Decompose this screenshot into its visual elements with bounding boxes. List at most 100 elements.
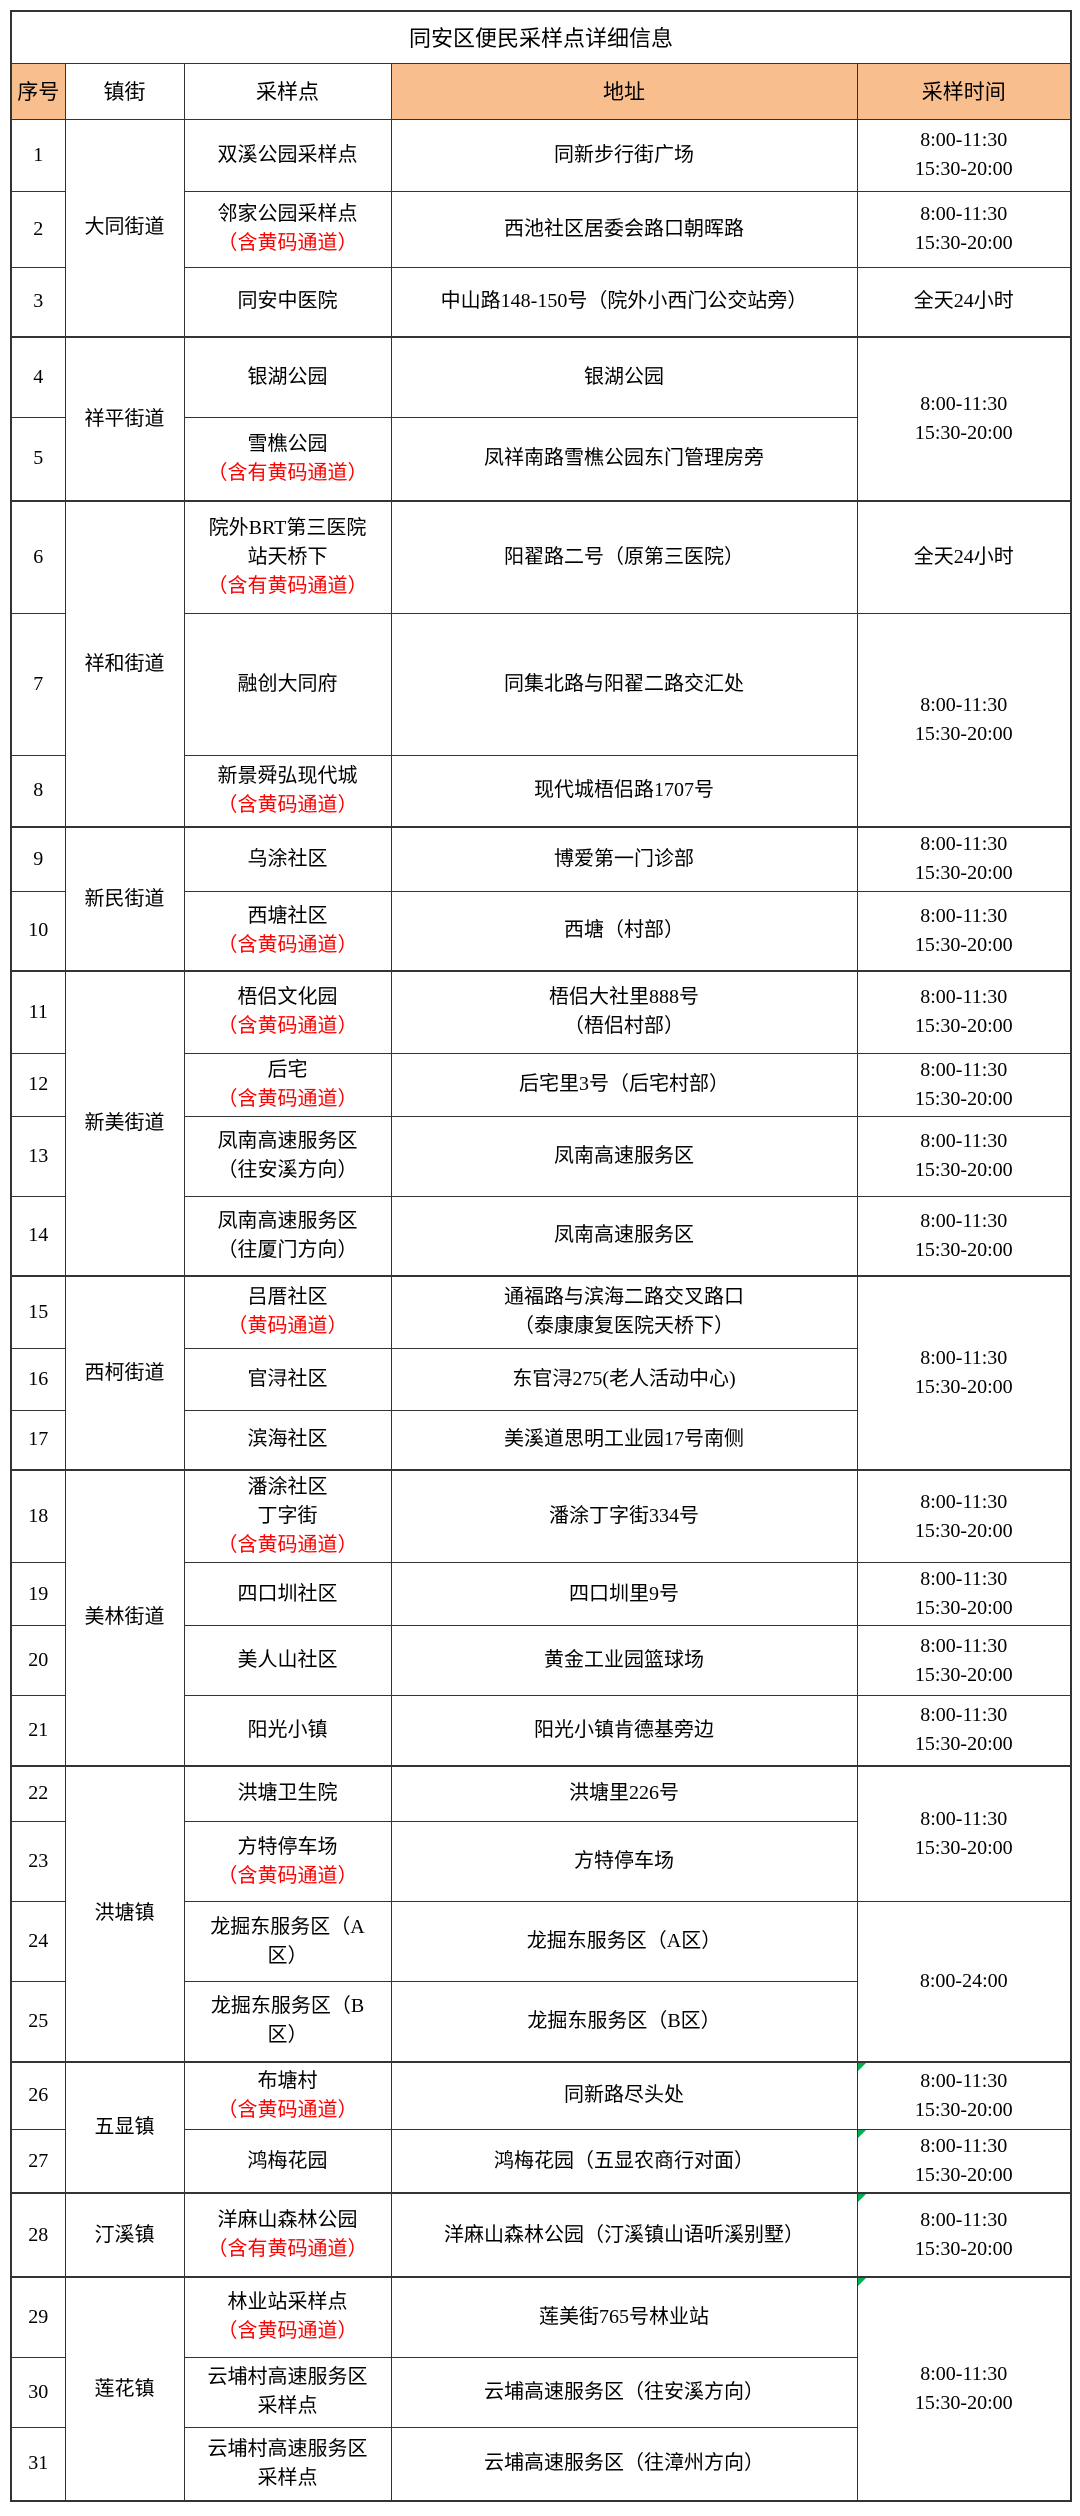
table-row-17: 17 滨海社区 美溪道思明工业园17号南侧: [10, 1409, 1071, 1471]
site-line: 云埔村高速服务区: [207, 2366, 368, 2388]
row-number-cell: 13: [10, 1115, 66, 1197]
address-cell: 银湖公园: [390, 336, 858, 418]
row-number-cell: 11: [10, 970, 66, 1054]
site-cell: 潘涂社区 丁字街 （含黄码通道）: [183, 1469, 392, 1563]
time-cell: 全天24小时: [856, 500, 1072, 614]
row-number-cell: 15: [10, 1275, 66, 1349]
time-cell: 8:00-11:30 15:30-20:00: [856, 1052, 1072, 1117]
site-note: （含黄码通道）: [217, 793, 358, 816]
address-line: 阳翟路二号（原第三医院）: [504, 545, 744, 568]
row-number-cell: 17: [10, 1409, 66, 1471]
site-line: 采样点: [257, 2395, 318, 2417]
row-number-cell: 28: [10, 2192, 66, 2278]
address-line: 云埔高速服务区（往漳州方向）: [484, 2452, 764, 2475]
address-cell: 四口圳里9号: [390, 1562, 858, 1626]
time-line: 15:30-20:00: [914, 1663, 1013, 1686]
site-line: 双溪公园采样点: [217, 143, 358, 166]
address-line: 后宅里3号（后宅村部）: [519, 1073, 729, 1095]
table-row-5: 5 雪樵公园 （含有黄码通道） 凤祥南路雪樵公园东门管理房旁: [10, 416, 1071, 502]
site-note: （含黄码通道）: [217, 1015, 358, 1038]
time-cell: 8:00-11:30 15:30-20:00: [856, 1562, 1072, 1626]
comment-indicator-icon: [858, 2130, 866, 2138]
address-line: 同新步行街广场: [554, 143, 694, 166]
table-row-20: 20 美人山社区 黄金工业园篮球场 8:00-11:30 15:30-20:00: [10, 1625, 1072, 1696]
address-cell: 凤祥南路雪樵公园东门管理房旁: [390, 416, 858, 502]
town-cell: 大同街道: [64, 118, 185, 338]
site-cell: 凤南高速服务区 （往安溪方向）: [183, 1115, 392, 1197]
column-header-no: 序号: [10, 62, 66, 120]
site-line: 阳光小镇: [247, 1718, 328, 1741]
comment-indicator-icon: [858, 2195, 866, 2202]
time-line: 15:30-20:00: [914, 2238, 1013, 2260]
time-line: 8:00-11:30: [920, 986, 1008, 1009]
table-body: 1 大同街道 双溪公园采样点 同新步行街广场 8:00-11:30 15:30-20:00…: [10, 118, 1072, 2502]
address-cell: 同新路尽头处: [390, 2060, 858, 2130]
site-cell: 院外BRT第三医院 站天桥下 （含有黄码通道）: [183, 500, 392, 614]
site-line: 鸿梅花园: [247, 2149, 328, 2172]
time-line: 8:00-11:30: [920, 2135, 1008, 2157]
row-number-cell: 3: [10, 266, 66, 338]
table-row-8: 8 新景舜弘现代城 （含黄码通道） 现代城梧侣路1707号: [10, 754, 1071, 828]
address-line: 洋麻山森林公园（汀溪镇山语听溪别墅）: [444, 2223, 804, 2246]
time-line: 15:30-20:00: [914, 1159, 1013, 1181]
table-head: 同安区便民采样点详细信息 序号 镇街 采样点 地址 采样时间: [10, 10, 1072, 120]
site-cell: 洪塘卫生院: [183, 1764, 392, 1822]
address-cell: 梧侣大社里888号 （梧侣村部）: [390, 970, 858, 1054]
address-cell: 鸿梅花园（五显农商行对面）: [390, 2129, 858, 2194]
address-line: 中山路148-150号（院外小西门公交站旁）: [440, 290, 808, 313]
town-cell: 祥和街道: [64, 500, 185, 828]
site-line: 梧侣文化园: [237, 986, 338, 1009]
time-line: 8:00-11:30: [920, 2209, 1008, 2231]
row-number-cell: 21: [10, 1695, 66, 1766]
column-header-time: 采样时间: [856, 62, 1072, 120]
address-line: 云埔高速服务区（往安溪方向）: [484, 2380, 764, 2403]
column-header-address: 地址: [390, 62, 858, 120]
time-cell: 8:00-11:30 15:30-20:00: [856, 1695, 1072, 1766]
site-line: 龙掘东服务区（A: [210, 1915, 365, 1938]
address-cell: 中山路148-150号（院外小西门公交站旁）: [390, 266, 858, 338]
row-number-cell: 18: [10, 1469, 66, 1563]
address-line: 龙掘东服务区（B区）: [527, 2009, 721, 2032]
site-cell: 龙掘东服务区（B 区）: [183, 1981, 392, 2062]
address-line: 黄金工业园篮球场: [544, 1649, 704, 1671]
time-line: 15:30-20:00: [914, 862, 1013, 885]
time-line: 8:00-11:30: [920, 2069, 1008, 2092]
site-line: 洋麻山森林公园: [217, 2209, 358, 2231]
site-cell: 雪樵公园 （含有黄码通道）: [183, 416, 392, 502]
address-line: 阳光小镇肯德基旁边: [534, 1718, 714, 1741]
address-line: 方特停车场: [574, 1850, 674, 1872]
row-number-cell: 8: [10, 754, 66, 828]
time-cell: 8:00-11:30 15:30-20:00: [856, 2276, 1072, 2502]
time-cell: 8:00-11:30 15:30-20:00: [856, 612, 1072, 828]
time-cell: 8:00-11:30 15:30-20:00: [856, 118, 1072, 192]
time-cell: 8:00-11:30 15:30-20:00: [856, 2060, 1072, 2130]
town-cell: 五显镇: [64, 2060, 185, 2194]
site-note: （黄码通道）: [227, 1315, 348, 1338]
address-cell: 同集北路与阳翟二路交汇处: [390, 612, 858, 756]
site-cell: 阳光小镇: [183, 1695, 392, 1766]
address-cell: 后宅里3号（后宅村部）: [390, 1052, 858, 1117]
time-line: 8:00-11:30: [920, 1130, 1008, 1152]
town-cell: 新美街道: [64, 970, 185, 1277]
address-cell: 洪塘里226号: [390, 1764, 858, 1822]
row-number-cell: 29: [10, 2276, 66, 2358]
site-line: 新景舜弘现代城: [217, 764, 358, 787]
town-cell: 祥平街道: [64, 336, 185, 502]
site-line: 采样点: [257, 2466, 318, 2489]
site-line: 后宅: [267, 1058, 308, 1081]
address-line: 通福路与滨海二路交叉路口: [504, 1286, 744, 1309]
site-line: 站天桥下: [247, 545, 328, 568]
time-cell: 8:00-11:30 15:30-20:00: [856, 1469, 1072, 1563]
site-cell: 融创大同府: [183, 612, 392, 756]
site-cell: 云埔村高速服务区 采样点: [183, 2426, 392, 2502]
table-row-29: 29 莲花镇 林业站采样点 （含黄码通道） 莲美街765号林业站 8:00-11:30 15…: [10, 2276, 1072, 2502]
time-line: 15:30-20:00: [914, 722, 1013, 745]
time-line: 8:00-24:00: [919, 1969, 1008, 1992]
address-line: （泰康康复医院天桥下）: [514, 1315, 734, 1338]
address-line: 同集北路与阳翟二路交汇处: [504, 672, 744, 695]
site-cell: 方特停车场 （含黄码通道）: [183, 1821, 392, 1902]
site-line: 潘涂社区: [247, 1476, 328, 1498]
site-cell: 西塘社区 （含黄码通道）: [183, 890, 392, 972]
site-line: 凤南高速服务区: [217, 1130, 358, 1152]
